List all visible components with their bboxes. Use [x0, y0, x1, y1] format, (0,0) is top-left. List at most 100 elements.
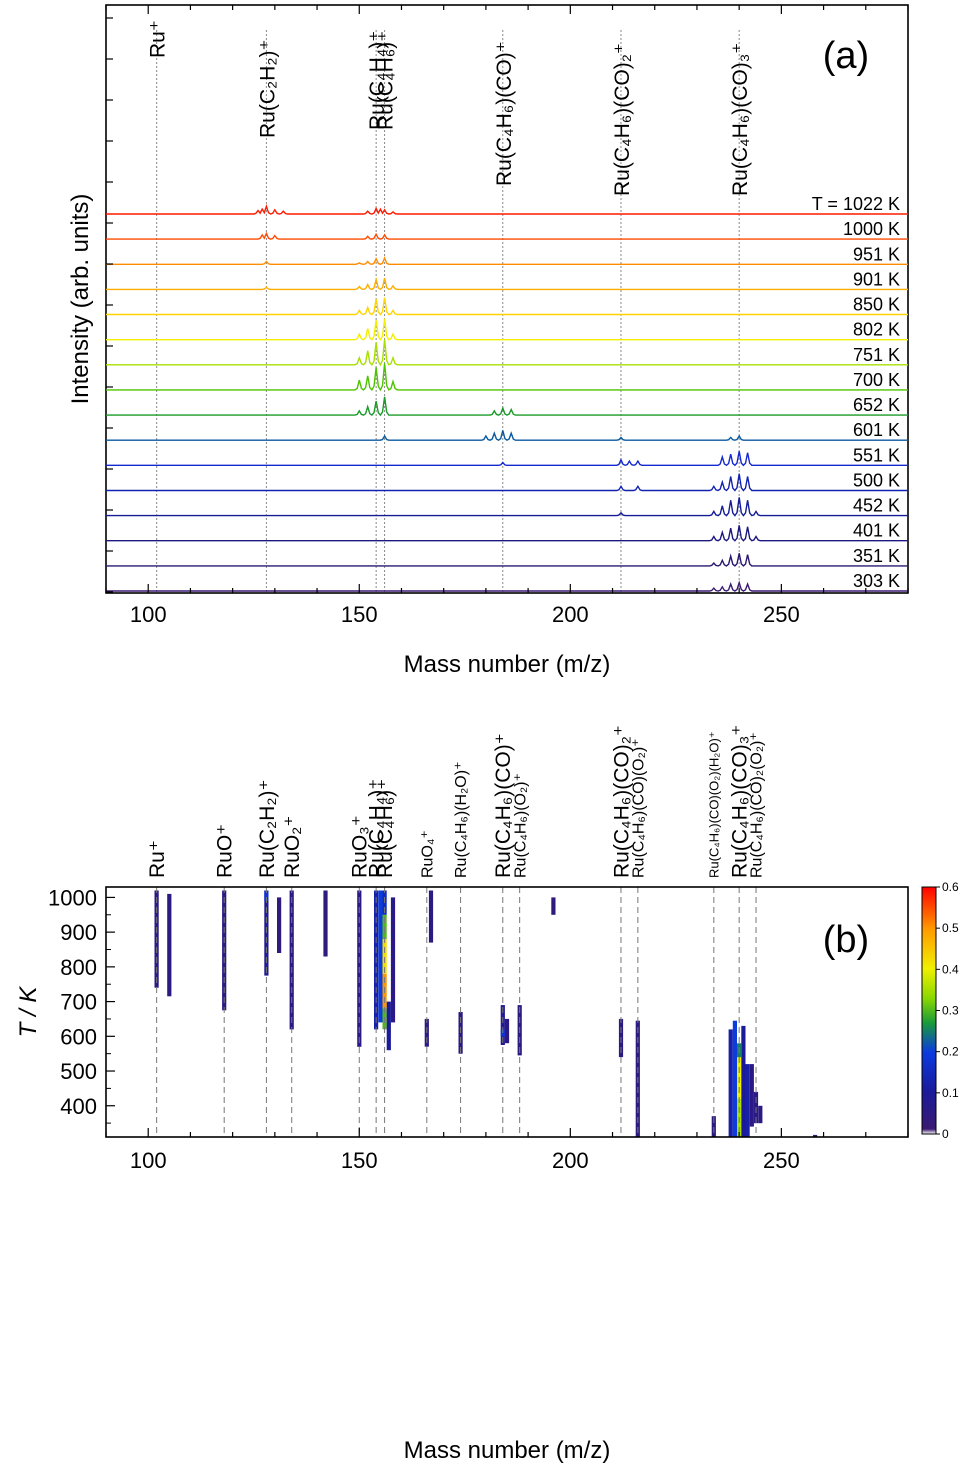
heatmap-cell [504, 1018, 510, 1044]
spectrum-line [106, 473, 908, 492]
temperature-label: 303 K [853, 571, 900, 591]
panel-a-temperature-labels: T = 1022 K 1000 K 951 K 901 K 850 K 802 K 751 … [812, 194, 900, 591]
heatmap-cell [264, 890, 269, 901]
temperature-label: 601 K [853, 420, 900, 440]
temperature-label: 751 K [853, 345, 900, 365]
panel-a-peak-label: Ru(C₂H₂)⁺ [256, 39, 279, 138]
heatmap-cell [386, 1001, 391, 1051]
panel-b-y-tick-label: 900 [60, 920, 97, 945]
heatmap-cell [167, 893, 172, 997]
panel-b-peak-labels: Ru⁺ RuO⁺ Ru(C₂H₂)⁺ RuO₂⁺ RuO₃⁺Ru(C₄H₄)⁺Ru(C₄… [146, 725, 766, 878]
spectrum-line [106, 363, 908, 392]
temperature-label: 351 K [853, 546, 900, 566]
temperature-label: 901 K [853, 269, 900, 289]
temperature-label: 1000 K [843, 219, 900, 239]
panel-a-peak-label: Ru(C₄H₆)(CO)⁺ [493, 41, 516, 186]
heatmap-cell [500, 1005, 505, 1045]
panel-b-peak-label: Ru(C₄H₆)(H₂O)⁺ [453, 761, 470, 878]
panel-a-peak-label: Ru(C₄H₆)(CO)₃⁺ [729, 43, 752, 196]
panel-a-peak-label: Ru(C₄H₆)⁺ [375, 31, 398, 130]
panel-b-x-axis-label: Mass number (m/z) [404, 1437, 611, 1464]
panel-b-y-tick-label: 400 [60, 1094, 97, 1119]
heatmap-cell [741, 1025, 746, 1137]
heatmap-cell [382, 914, 387, 940]
panel-b-peak-label: RuO₄⁺ [419, 830, 436, 878]
panel-b-peak-label: RuO₂⁺ [281, 816, 304, 878]
panel-a-peak-labels: Ru⁺ Ru(C₂H₂)⁺ Ru(C₄H₄)⁺Ru(C₄H₆)⁺ Ru(C₄H₆)(C… [147, 20, 753, 196]
spectrum-line [106, 204, 908, 215]
panel-a-x-tick-label: 250 [763, 602, 800, 627]
heatmap-cell [551, 897, 556, 915]
temperature-label: 500 K [853, 470, 900, 490]
temperature-label: 452 K [853, 496, 900, 516]
panel-b-peak-label: Ru(C₄H₆)(CO)⁺ [492, 733, 515, 878]
panel-a: Ru⁺ Ru(C₂H₂)⁺ Ru(C₄H₄)⁺Ru(C₄H₆)⁺ Ru(C₄H₆)(C… [67, 4, 909, 678]
panel-a-x-axis-label: Mass number (m/z) [404, 651, 611, 678]
spectrum-line [106, 396, 908, 417]
heatmap-cell [813, 1134, 818, 1137]
panel-a-x-ticks: 100 150 200 250 [105, 5, 909, 627]
heatmap-cell [749, 1064, 754, 1127]
panel-b-guide-lines [156, 887, 757, 1137]
spectrum-line [106, 553, 908, 567]
colorbar-tick-label: 0.3 [942, 1004, 959, 1018]
panel-a-y-axis-label: Intensity (arb. units) [67, 194, 94, 405]
panel-b-x-tick-label: 150 [341, 1148, 378, 1173]
panel-a-peak-label: Ru(C₄H₄)⁺ [366, 31, 389, 130]
spectrum-line [106, 256, 908, 266]
panel-b-peak-label: Ru(C₄H₆)(CO)₃⁺ [729, 725, 752, 878]
heatmap-cell [323, 890, 328, 957]
panel-b-y-axis-label: T / K [15, 986, 42, 1038]
spectrum-line [106, 451, 908, 467]
heatmap-cell [728, 1029, 733, 1137]
temperature-label: 850 K [853, 295, 900, 315]
panel-a-x-tick-label: 200 [552, 602, 589, 627]
spectrum-line [106, 580, 908, 592]
panel-a-spectra [106, 204, 908, 592]
panel-b-y-ticks: 400 500 600 700 800 900 1000 [48, 885, 115, 1124]
spectrum-line [106, 339, 908, 367]
heatmap-cell [711, 1116, 716, 1137]
panel-b-peak-label: RuO₃⁺ [349, 815, 372, 878]
panel-a-x-tick-label: 100 [130, 602, 167, 627]
heatmap-cell [264, 890, 269, 976]
colorbar-tick-label: 0.2 [942, 1045, 959, 1059]
colorbar-tick-label: 0.5 [942, 921, 959, 935]
temperature-label: T = 1022 K [812, 194, 900, 214]
panel-b-peak-label: Ru(C₄H₆)(CO)(O₂)⁺ [630, 738, 647, 878]
spectrum-line [106, 497, 908, 517]
temperature-label: 802 K [853, 320, 900, 340]
spectrum-line [106, 430, 908, 442]
heatmap-cell [732, 1020, 737, 1137]
panel-a-y-ticks [106, 17, 113, 593]
panel-b-frame [105, 886, 909, 1138]
panel-a-guide-lines [156, 30, 740, 593]
panel-b-heatmap-cells [154, 890, 818, 1137]
panel-b-y-tick-label: 600 [60, 1024, 97, 1049]
panel-b: Ru⁺ RuO⁺ Ru(C₂H₂)⁺ RuO₂⁺ RuO₃⁺Ru(C₄H₄)⁺Ru(C₄… [15, 725, 959, 1464]
panel-b-x-tick-label: 100 [130, 1148, 167, 1173]
spectrum-line [106, 276, 908, 291]
panel-b-peak-label: Ru(C₄H₆)(CO)(O₂)(H₂O)⁺ [706, 731, 721, 878]
spectrum-line [106, 297, 908, 316]
panel-b-peak-label: Ru⁺ [146, 840, 169, 878]
colorbar-tick-label: 0 [942, 1127, 949, 1141]
panel-b-y-tick-label: 500 [60, 1059, 97, 1084]
panel-b-y-tick-label: 1000 [48, 885, 97, 910]
panel-a-peak-label: Ru⁺ [147, 20, 170, 58]
spectrum-line [106, 231, 908, 240]
panel-b-peak-label: Ru(C₄H₆)(O₂)⁺ [512, 773, 529, 878]
panel-b-peak-label: Ru(C₄H₄)⁺ [365, 779, 388, 878]
panel-b-x-tick-label: 200 [552, 1148, 589, 1173]
colorbar-tick-label: 0.6 [942, 880, 959, 894]
panel-b-x-ticks: 100 150 200 250 [105, 1128, 909, 1173]
panel-a-frame [105, 4, 909, 594]
panel-b-y-tick-label: 700 [60, 990, 97, 1015]
temperature-label: 652 K [853, 395, 900, 415]
heatmap-cell [745, 1064, 750, 1137]
temperature-label: 951 K [853, 244, 900, 264]
panel-b-peak-label: Ru(C₄H₆)(CO)₂⁺ [610, 725, 633, 878]
panel-b-y-tick-label: 800 [60, 955, 97, 980]
panel-b-x-tick-label: 250 [763, 1148, 800, 1173]
